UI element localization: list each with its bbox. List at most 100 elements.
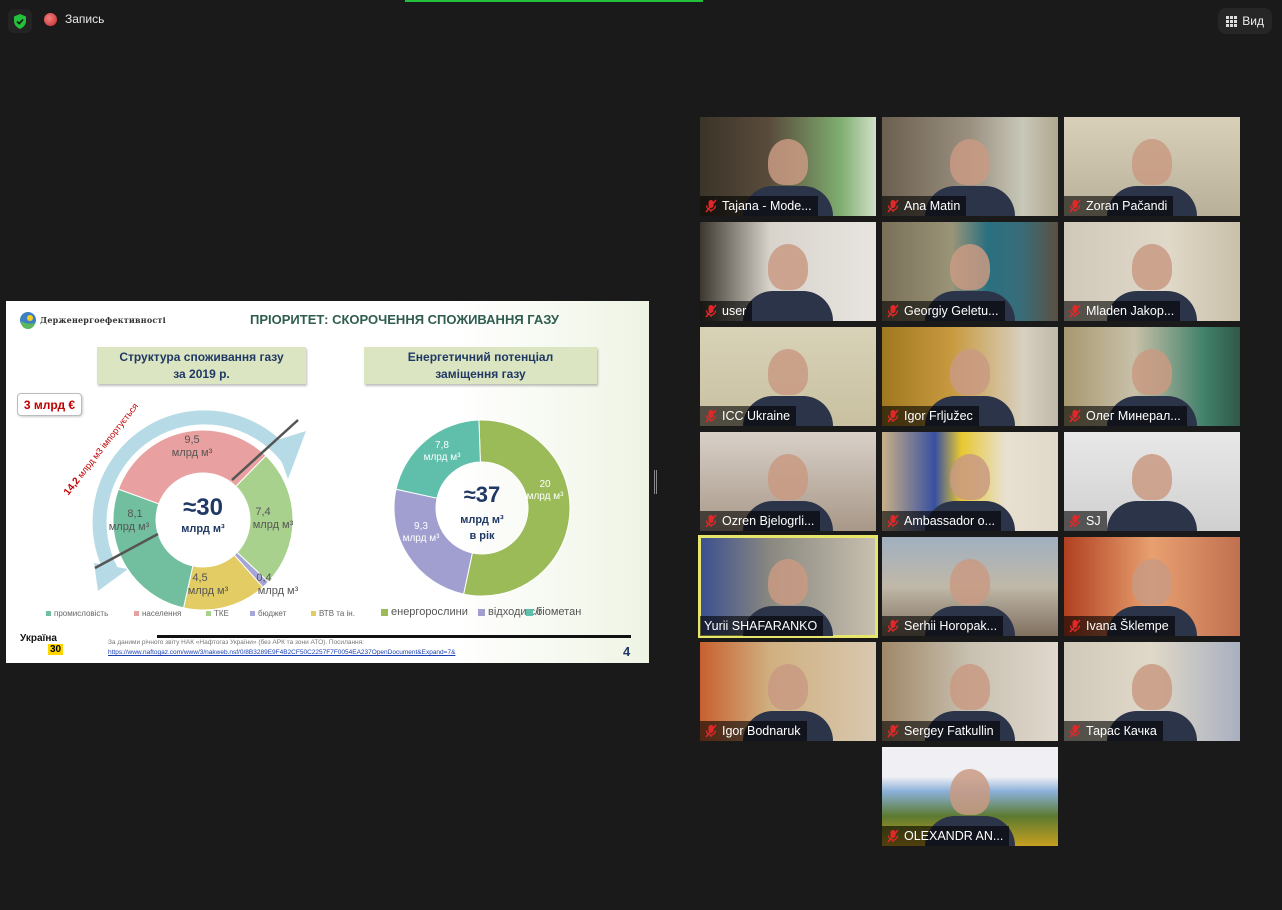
legend-swatch bbox=[134, 611, 139, 616]
participant-tile[interactable]: Ivana Šklempe bbox=[1064, 537, 1240, 636]
grid-icon bbox=[1226, 15, 1238, 27]
participant-name: Igor Bodnaruk bbox=[722, 724, 801, 738]
participant-name-tag: Yurii SHAFARANKO bbox=[700, 616, 824, 636]
ukraine-30-logo-number: 30 bbox=[48, 644, 64, 655]
microphone-muted-icon bbox=[886, 829, 900, 843]
participant-tile[interactable]: Ambassador o... bbox=[882, 432, 1058, 531]
participant-name: Олег Минерал... bbox=[1086, 409, 1181, 423]
chart1-center-unit: млрд м³ bbox=[181, 523, 225, 535]
participant-name: Sergey Fatkullin bbox=[904, 724, 994, 738]
chart2-title-line2: заміщення газу bbox=[435, 366, 526, 381]
participant-name-tag: Igor Frljužec bbox=[882, 406, 979, 426]
active-indicator-bar bbox=[405, 0, 703, 2]
participant-tile[interactable]: ICC Ukraine bbox=[700, 327, 876, 426]
legend-item: населення bbox=[134, 609, 181, 618]
participant-name: Tajana - Mode... bbox=[722, 199, 812, 213]
participant-tile[interactable]: Ana Matin bbox=[882, 117, 1058, 216]
import-arrow bbox=[92, 410, 295, 576]
split-view-resize-handle[interactable] bbox=[654, 470, 657, 494]
participant-name-tag: OLEXANDR AN... bbox=[882, 826, 1010, 846]
donut-slice-2 bbox=[235, 454, 294, 583]
participant-video-face bbox=[768, 349, 808, 395]
participant-video-face bbox=[950, 244, 990, 290]
participant-tile[interactable]: Yurii SHAFARANKO bbox=[698, 535, 878, 638]
slide-title: ПРІОРИТЕТ: СКОРОЧЕННЯ СПОЖИВАННЯ ГАЗУ bbox=[250, 312, 559, 327]
participant-tile[interactable]: Igor Frljužec bbox=[882, 327, 1058, 426]
participant-name-tag: Ivana Šklempe bbox=[1064, 616, 1175, 636]
label-agri-waste-unit: млрд м³ bbox=[403, 533, 441, 544]
legend-swatch bbox=[250, 611, 255, 616]
participant-name-tag: Ana Matin bbox=[882, 196, 967, 216]
participant-tile[interactable]: Mladen Jakop... bbox=[1064, 222, 1240, 321]
participant-tile[interactable]: Serhii Horopak... bbox=[882, 537, 1058, 636]
participant-video-face bbox=[950, 349, 990, 395]
participant-tile[interactable]: Tajana - Mode... bbox=[700, 117, 876, 216]
participant-name: OLEXANDR AN... bbox=[904, 829, 1004, 843]
participant-tile[interactable]: Ozren Bjelogrli... bbox=[700, 432, 876, 531]
participant-name: user bbox=[722, 304, 747, 318]
chart2-center-sub: в рік bbox=[469, 530, 495, 542]
legend-swatch bbox=[381, 608, 388, 616]
participant-name-tag: Georgiy Geletu... bbox=[882, 301, 1005, 321]
microphone-muted-icon bbox=[886, 304, 900, 318]
chart2-title-box: Енергетичний потенціал заміщення газу bbox=[364, 347, 597, 384]
participant-name-tag: Sergey Fatkullin bbox=[882, 721, 1000, 741]
microphone-muted-icon bbox=[886, 409, 900, 423]
legend-swatch bbox=[46, 611, 51, 616]
chart2-center-value: ≈37 bbox=[464, 482, 501, 507]
legend-label: ТКЕ bbox=[214, 609, 229, 618]
participant-name-tag: Mladen Jakop... bbox=[1064, 301, 1181, 321]
legend-swatch bbox=[478, 608, 485, 616]
view-label: Вид bbox=[1242, 14, 1264, 28]
donut-slice-1 bbox=[117, 429, 267, 505]
participant-name-tag: ICC Ukraine bbox=[700, 406, 797, 426]
microphone-muted-icon bbox=[886, 514, 900, 528]
participant-video-face bbox=[1132, 664, 1172, 710]
legend-label: біометан bbox=[536, 606, 582, 618]
legend-label: ВТВ та ін. bbox=[319, 609, 355, 618]
participant-tile[interactable]: Sergey Fatkullin bbox=[882, 642, 1058, 741]
participant-name-tag: Олег Минерал... bbox=[1064, 406, 1187, 426]
ukraine-30-logo: Україна bbox=[20, 633, 57, 644]
participant-video-face bbox=[1132, 349, 1172, 395]
microphone-muted-icon bbox=[704, 199, 718, 213]
participant-name: SJ bbox=[1086, 514, 1101, 528]
legend-swatch bbox=[311, 611, 316, 616]
microphone-muted-icon bbox=[704, 304, 718, 318]
participant-tile[interactable]: Олег Минерал... bbox=[1064, 327, 1240, 426]
label-agri-waste-value: 9,3 bbox=[414, 521, 428, 532]
slide-page-number: 4 bbox=[623, 644, 631, 659]
participant-tile[interactable]: OLEXANDR AN... bbox=[882, 747, 1058, 846]
chart1-title-line2: за 2019 р. bbox=[173, 366, 230, 381]
org-name: Держенергоефективності bbox=[40, 315, 166, 325]
participant-tile[interactable]: Тарас Качка bbox=[1064, 642, 1240, 741]
participant-tile[interactable]: user bbox=[700, 222, 876, 321]
legend-item: бюджет bbox=[250, 609, 286, 618]
security-button[interactable] bbox=[8, 9, 32, 33]
label-naselennia-value: 9,5 bbox=[184, 434, 199, 446]
participant-video-face bbox=[950, 139, 990, 185]
microphone-muted-icon bbox=[1068, 514, 1082, 528]
participant-tile[interactable]: SJ bbox=[1064, 432, 1240, 531]
recording-indicator[interactable]: Запись bbox=[44, 12, 104, 26]
recording-icon bbox=[44, 12, 57, 26]
participant-name: ICC Ukraine bbox=[722, 409, 791, 423]
footer-bar bbox=[157, 635, 631, 638]
label-biomethane-value: 7,8 bbox=[435, 440, 449, 451]
view-button[interactable]: Вид bbox=[1218, 8, 1272, 34]
legend-label: енергорослини bbox=[391, 606, 468, 618]
participant-video-face bbox=[768, 244, 808, 290]
legend-label: промисловість bbox=[54, 609, 109, 618]
label-vtv-value: 4,5 bbox=[192, 572, 207, 584]
participant-tile[interactable]: Igor Bodnaruk bbox=[700, 642, 876, 741]
chart2-title-line1: Енергетичний потенціал bbox=[407, 349, 554, 364]
participant-video-face bbox=[1132, 559, 1172, 605]
chart1-title-line1: Структура споживання газу bbox=[119, 349, 284, 364]
source-link[interactable]: https://www.naftogaz.com/www/3/nakweb.ns… bbox=[108, 649, 456, 656]
participant-tile[interactable]: Georgiy Geletu... bbox=[882, 222, 1058, 321]
participant-name-tag: Ambassador o... bbox=[882, 511, 1002, 531]
donut-slice-3 bbox=[395, 419, 481, 499]
participant-name: Yurii SHAFARANKO bbox=[704, 619, 818, 633]
participant-tile[interactable]: Zoran Pačandi bbox=[1064, 117, 1240, 216]
legend-item: ВТВ та ін. bbox=[311, 609, 355, 618]
